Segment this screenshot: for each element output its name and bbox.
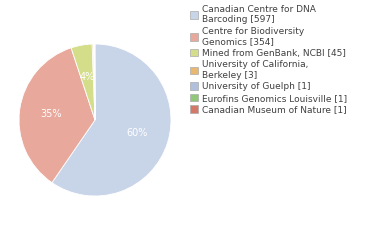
Text: 35%: 35% (41, 109, 62, 119)
Wedge shape (71, 44, 95, 120)
Legend: Canadian Centre for DNA
Barcoding [597], Centre for Biodiversity
Genomics [354],: Canadian Centre for DNA Barcoding [597],… (190, 5, 347, 114)
Wedge shape (19, 48, 95, 183)
Wedge shape (52, 44, 171, 196)
Text: 4%: 4% (79, 72, 95, 82)
Text: 60%: 60% (127, 128, 148, 138)
Wedge shape (93, 44, 95, 120)
Wedge shape (92, 44, 95, 120)
Wedge shape (94, 44, 95, 120)
